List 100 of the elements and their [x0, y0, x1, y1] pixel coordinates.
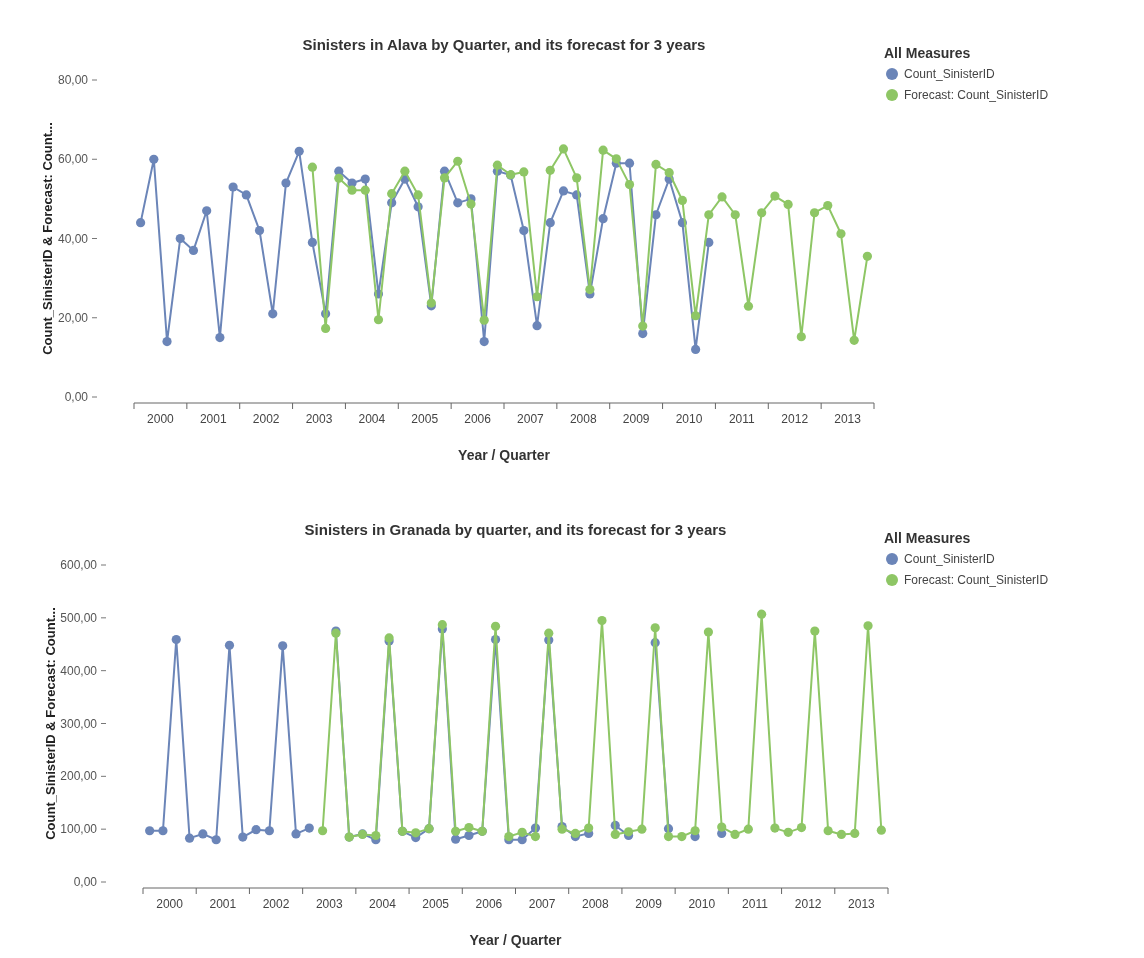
point [823, 826, 833, 836]
point [175, 233, 185, 244]
point [691, 311, 701, 321]
point [650, 623, 660, 633]
point [637, 824, 647, 834]
point [558, 186, 569, 196]
y-tick-label: 0,00 [73, 875, 98, 889]
point [304, 823, 314, 833]
point [558, 144, 569, 154]
point [519, 167, 529, 177]
point [202, 206, 212, 216]
point [278, 641, 288, 651]
point [492, 160, 502, 170]
point [162, 336, 172, 347]
point [677, 831, 687, 842]
point [517, 827, 527, 837]
y-tick-label: 400,00 [60, 663, 98, 678]
point [610, 829, 620, 840]
point [598, 214, 608, 224]
x-tick-label: 2012 [781, 412, 809, 426]
point [862, 251, 872, 261]
point [453, 156, 463, 166]
point [544, 628, 554, 638]
x-axis-title: Year / Quarter [469, 932, 562, 948]
x-tick-label: 2005 [411, 412, 439, 426]
x-tick-label: 2002 [252, 412, 280, 426]
point [809, 208, 820, 218]
point [281, 178, 291, 188]
x-tick-label: 2010 [675, 412, 703, 426]
x-tick-label: 2004 [358, 412, 386, 426]
legend-label: Forecast: Count_SinisterID [904, 88, 1049, 102]
point [623, 827, 634, 837]
point [504, 831, 514, 842]
point [254, 225, 265, 236]
point [519, 225, 529, 236]
point [437, 620, 447, 630]
point [400, 166, 410, 176]
point [411, 828, 421, 838]
point [466, 199, 476, 209]
point [211, 835, 221, 845]
x-tick-label: 2000 [156, 897, 184, 911]
point [691, 344, 701, 355]
point [876, 825, 886, 835]
point [371, 830, 381, 841]
point [413, 190, 423, 200]
x-tick-label: 2003 [305, 412, 333, 426]
y-tick-label: 60,00 [57, 152, 89, 167]
point [585, 285, 595, 295]
point [598, 145, 608, 155]
y-tick-label: 0,00 [64, 390, 89, 404]
point [241, 190, 251, 200]
y-tick-label: 40,00 [57, 231, 89, 246]
point [373, 315, 384, 325]
point [171, 634, 181, 645]
point [321, 323, 331, 334]
point [796, 332, 806, 342]
point [532, 292, 542, 302]
point [387, 189, 397, 199]
point [849, 335, 859, 345]
point [149, 154, 159, 164]
point [198, 829, 208, 839]
x-tick-label: 2007 [528, 897, 556, 911]
point [597, 615, 607, 626]
point [228, 182, 238, 192]
y-tick-label: 500,00 [60, 610, 98, 625]
point [730, 829, 740, 840]
chart-title: Sinisters in Granada by quarter, and its forecast for 3 years [304, 521, 727, 538]
point [318, 826, 328, 836]
point [479, 315, 489, 325]
point [158, 826, 168, 836]
point [717, 192, 727, 202]
x-tick-label: 2007 [517, 412, 545, 426]
point [188, 245, 199, 255]
y-tick-label: 80,00 [57, 73, 89, 87]
point [704, 210, 714, 220]
point [584, 823, 594, 833]
point [251, 825, 261, 835]
point [743, 301, 754, 311]
x-tick-label: 2011 [728, 412, 756, 426]
point [717, 822, 727, 832]
x-axis-title: Year / Quarter [458, 447, 551, 463]
point [136, 218, 146, 228]
point [836, 829, 847, 840]
point [757, 609, 767, 619]
point [545, 165, 555, 175]
point [307, 237, 317, 248]
point [145, 826, 155, 836]
chart-title: Sinisters in Alava by Quarter, and its forecast for 3 years [302, 36, 706, 53]
point [360, 185, 370, 195]
point [783, 827, 793, 837]
x-tick-label: 2001 [209, 897, 237, 911]
point [664, 168, 674, 178]
point [439, 173, 450, 183]
point [863, 621, 873, 631]
point [611, 154, 621, 164]
point [224, 640, 235, 650]
x-tick-label: 2010 [688, 897, 716, 911]
x-tick-label: 2009 [622, 412, 650, 426]
y-tick-label: 20,00 [57, 310, 89, 325]
y-axis-title: Count_SinisterID & Forecast: Count... [40, 122, 55, 355]
